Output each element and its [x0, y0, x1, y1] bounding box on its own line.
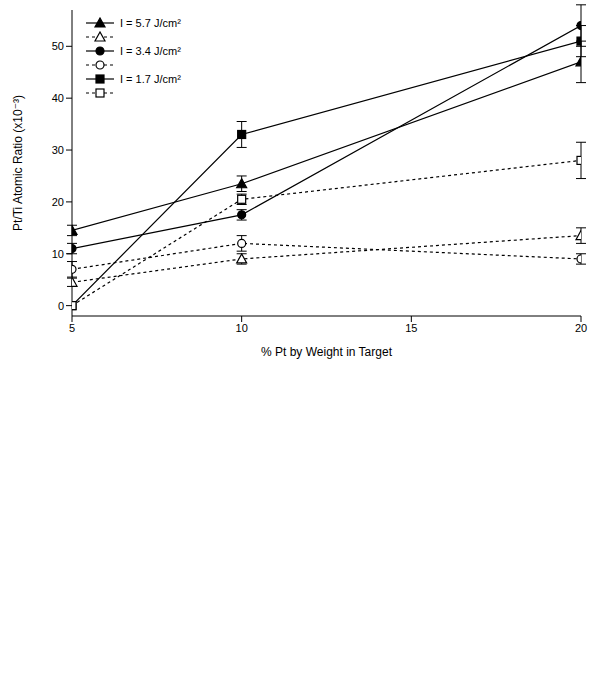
- html-text:I = 5.7 J/cm²: I = 5.7 J/cm²: [120, 17, 181, 29]
- svg-text:0: 0: [58, 300, 64, 312]
- svg-text:40: 40: [52, 92, 64, 104]
- svg-text:Pt/Ti Atomic Ratio (x10⁻³): Pt/Ti Atomic Ratio (x10⁻³): [11, 95, 25, 231]
- svg-text:20: 20: [52, 196, 64, 208]
- svg-text:30: 30: [52, 144, 64, 156]
- html-text:I = 3.4 J/cm²: I = 3.4 J/cm²: [120, 45, 181, 57]
- svg-text:10: 10: [52, 248, 64, 260]
- svg-text:% Pt by Weight in Target: % Pt by Weight in Target: [261, 345, 393, 359]
- svg-text:20: 20: [575, 322, 587, 334]
- svg-text:50: 50: [52, 40, 64, 52]
- svg-text:15: 15: [405, 322, 417, 334]
- svg-text:5: 5: [69, 322, 75, 334]
- svg-text:10: 10: [236, 322, 248, 334]
- html-text:I = 1.7 J/cm²: I = 1.7 J/cm²: [120, 73, 181, 85]
